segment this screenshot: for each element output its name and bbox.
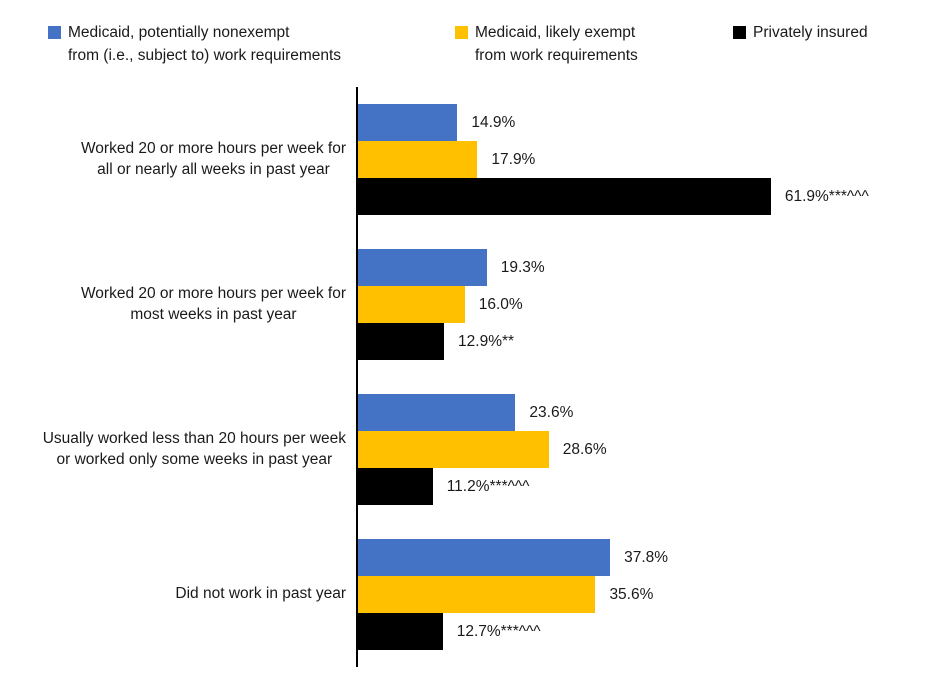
legend-swatch-medicaid-nonexempt <box>48 26 61 39</box>
bar-row-medicaid-exempt: 16.0% <box>358 286 938 323</box>
bar-value-label: 35.6% <box>609 585 654 603</box>
legend-swatch-privately-insured <box>733 26 746 39</box>
bar-row-privately-insured: 11.2%***^^^ <box>358 468 938 505</box>
bar-row-medicaid-exempt: 28.6% <box>358 431 938 468</box>
bar-group-3: 37.8% 35.6% 12.7%***^^^ <box>358 522 938 667</box>
legend-label-medicaid-nonexempt: Medicaid, potentially nonexempt from (i.… <box>68 24 342 65</box>
bar-value-label: 16.0% <box>478 295 523 313</box>
category-label-1: Worked 20 or more hours per week for mos… <box>81 232 346 377</box>
category-label-3: Did not work in past year <box>175 522 346 667</box>
bar-row-privately-insured: 12.7%***^^^ <box>358 613 938 650</box>
bar-row-medicaid-exempt: 17.9% <box>358 141 938 178</box>
legend-label-medicaid-exempt: Medicaid, likely exempt from work requir… <box>475 24 638 65</box>
bar-value-label: 37.8% <box>624 548 669 566</box>
bar-value-label: 17.9% <box>491 150 536 168</box>
bar-group-0: 14.9% 17.9% 61.9%***^^^ <box>358 87 938 232</box>
bar-row-medicaid-nonexempt: 14.9% <box>358 104 938 141</box>
category-label-text: Worked 20 or more hours per week for all… <box>80 139 346 178</box>
bar-value-label: 23.6% <box>529 403 574 421</box>
bar-privately-insured-3 <box>358 613 443 650</box>
bar-group-1: 19.3% 16.0% 12.9%** <box>358 232 938 377</box>
bar-row-privately-insured: 12.9%** <box>358 323 938 360</box>
plot-area: 14.9% 17.9% 61.9%***^^^ 19.3% 16.0% 12.9%** 23… <box>356 87 938 667</box>
bar-row-medicaid-exempt: 35.6% <box>358 576 938 613</box>
bar-value-label: 12.9%** <box>458 332 515 350</box>
bar-medicaid-nonexempt-3 <box>358 539 611 576</box>
bar-row-medicaid-nonexempt: 23.6% <box>358 394 938 431</box>
bar-value-label: 12.7%***^^^ <box>456 622 541 640</box>
bar-medicaid-exempt-2 <box>358 431 549 468</box>
category-label-0: Worked 20 or more hours per week for all… <box>81 87 346 232</box>
legend-item-medicaid-nonexempt: Medicaid, potentially nonexempt from (i.… <box>48 21 341 68</box>
bar-row-medicaid-nonexempt: 37.8% <box>358 539 938 576</box>
legend-label-privately-insured: Privately insured <box>753 24 868 41</box>
bar-value-label: 11.2%***^^^ <box>446 477 530 495</box>
bar-medicaid-exempt-0 <box>358 141 478 178</box>
bar-medicaid-nonexempt-1 <box>358 249 487 286</box>
bar-row-medicaid-nonexempt: 19.3% <box>358 249 938 286</box>
legend-item-privately-insured: Privately insured <box>733 21 868 44</box>
bar-value-label: 19.3% <box>500 258 545 276</box>
bar-value-label: 28.6% <box>562 440 607 458</box>
bar-group-2: 23.6% 28.6% 11.2%***^^^ <box>358 377 938 522</box>
bar-row-privately-insured: 61.9%***^^^ <box>358 178 938 215</box>
bar-medicaid-exempt-3 <box>358 576 596 613</box>
category-label-text: Worked 20 or more hours per week for mos… <box>80 284 346 323</box>
bar-medicaid-nonexempt-2 <box>358 394 516 431</box>
legend-item-medicaid-exempt: Medicaid, likely exempt from work requir… <box>455 21 638 68</box>
bar-value-label: 61.9%***^^^ <box>784 187 869 205</box>
legend-swatch-medicaid-exempt <box>455 26 468 39</box>
bar-privately-insured-0 <box>358 178 771 215</box>
category-label-2: Usually worked less than 20 hours per we… <box>43 377 346 522</box>
bar-value-label: 14.9% <box>471 113 516 131</box>
category-label-text: Usually worked less than 20 hours per we… <box>42 429 346 468</box>
bar-privately-insured-2 <box>358 468 433 505</box>
category-label-text: Did not work in past year <box>175 585 346 603</box>
bar-privately-insured-1 <box>358 323 445 360</box>
bar-medicaid-nonexempt-0 <box>358 104 458 141</box>
bar-medicaid-exempt-1 <box>358 286 465 323</box>
